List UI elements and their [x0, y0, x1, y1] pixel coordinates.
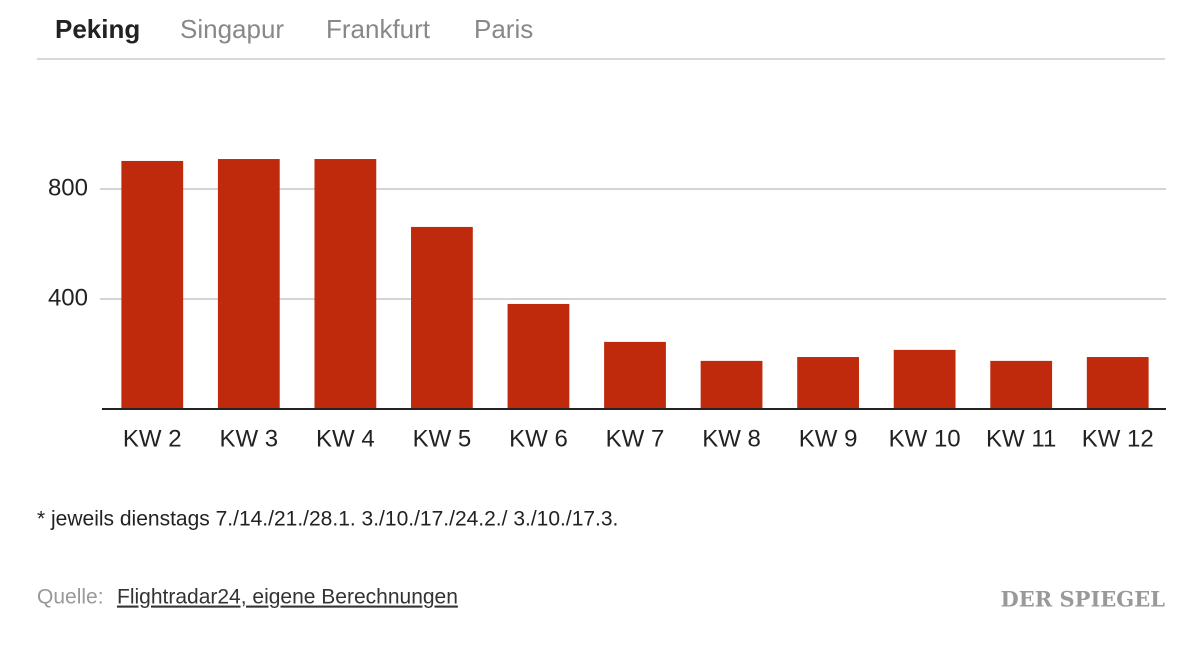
x-tick-label: KW 3 — [219, 425, 278, 452]
x-tick-label: KW 8 — [702, 425, 761, 452]
x-tick-label: KW 11 — [986, 425, 1056, 452]
y-tick-label: 400 — [48, 284, 88, 311]
bar — [990, 360, 1053, 409]
source-link[interactable]: Flightradar24, eigene Berechnungen — [117, 586, 458, 609]
bar — [604, 341, 666, 409]
x-tick-label: KW 2 — [123, 425, 182, 452]
x-tick-label: KW 9 — [799, 425, 858, 452]
bar — [121, 160, 184, 409]
footnote: * jeweils dienstags 7./14./21./28.1. 3./… — [37, 508, 618, 531]
source-label: Quelle: — [37, 586, 104, 609]
logo: DER SPIEGEL — [1001, 587, 1166, 612]
x-tick-label: KW 5 — [413, 425, 472, 452]
tab[interactable]: Peking — [55, 14, 140, 44]
bar — [1086, 357, 1149, 409]
x-tick-label: KW 12 — [1082, 425, 1154, 452]
y-tick-label: 800 — [48, 174, 88, 201]
bar — [893, 349, 956, 409]
tab[interactable]: Paris — [474, 14, 533, 44]
tab[interactable]: Frankfurt — [326, 14, 431, 44]
x-tick-label: KW 10 — [889, 425, 961, 452]
bar — [700, 360, 763, 409]
bar — [217, 159, 280, 409]
bar — [797, 357, 859, 409]
x-tick-label: KW 7 — [606, 425, 665, 452]
bar — [507, 303, 570, 409]
tab[interactable]: Singapur — [180, 14, 284, 44]
x-tick-label: KW 4 — [316, 425, 375, 452]
bar — [314, 159, 377, 409]
bar — [411, 226, 473, 409]
x-tick-label: KW 6 — [509, 425, 568, 452]
